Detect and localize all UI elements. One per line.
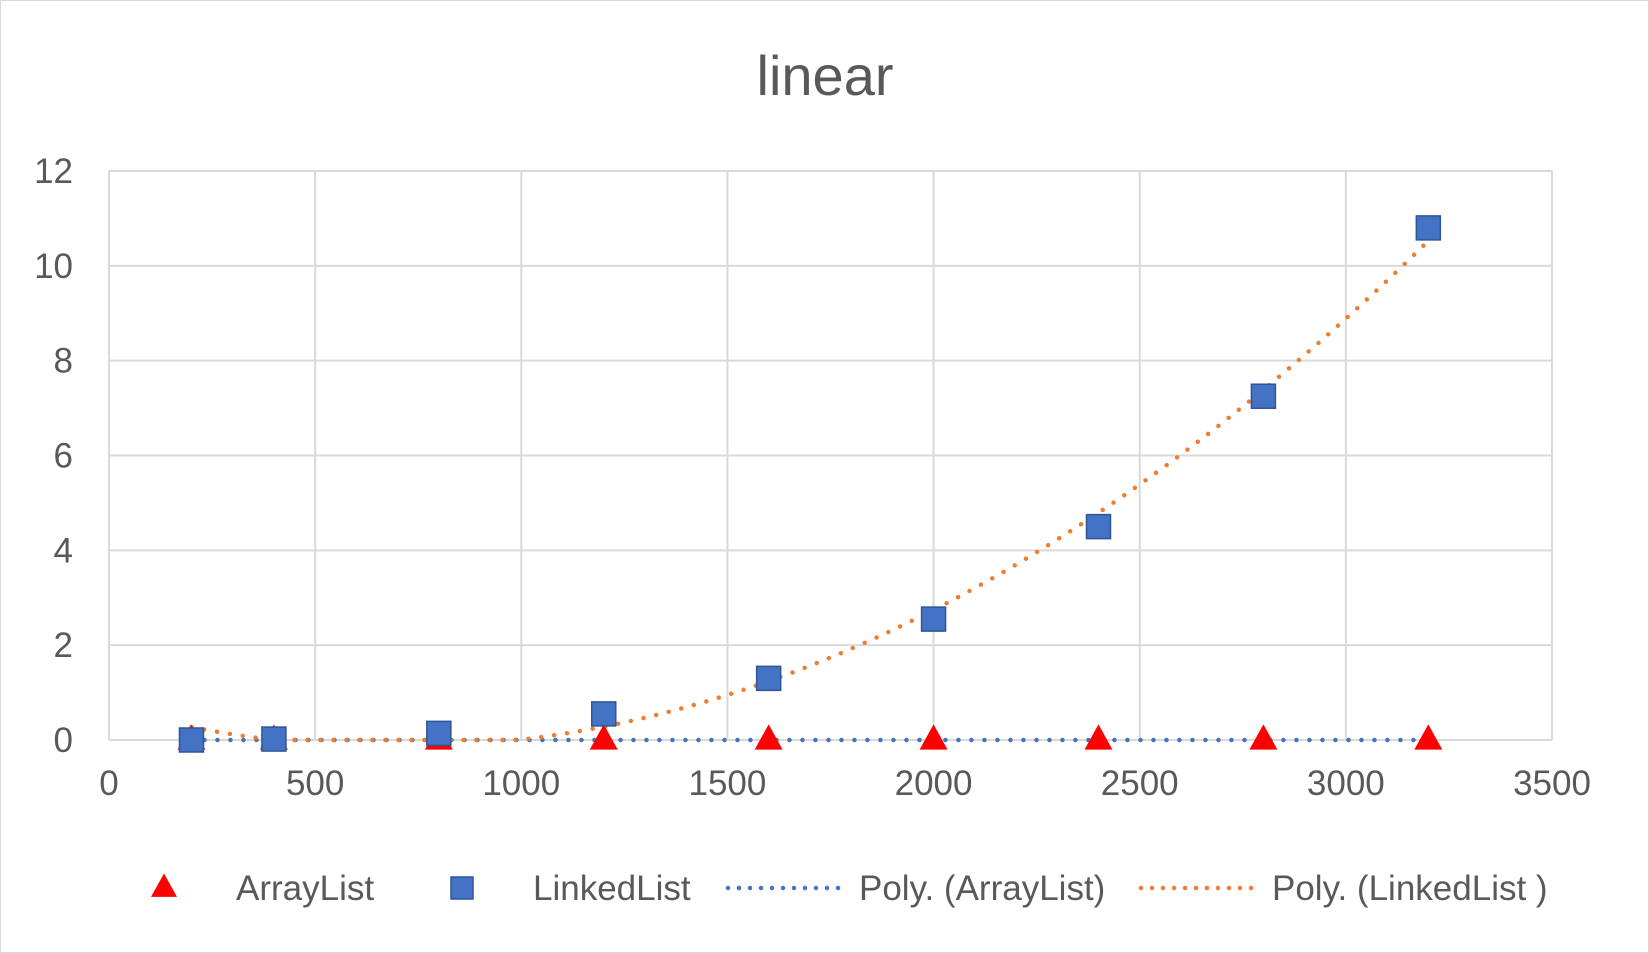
x-tick-label: 3000 (1307, 764, 1385, 803)
linkedlist-point (261, 726, 287, 752)
x-tick-label: 500 (286, 764, 344, 803)
x-tick-label: 1500 (688, 764, 766, 803)
y-tick-label: 0 (54, 721, 73, 760)
y-tick-label: 4 (54, 531, 73, 570)
linkedlist-point (1085, 513, 1112, 540)
y-tick-label: 2 (54, 626, 73, 665)
trendlines (189, 238, 1431, 743)
linkedlist-point (590, 701, 617, 727)
arraylist-point (919, 724, 948, 750)
axis-tick-labels: 0 2 4 6 8 10 12 0 500 1000 1500 2000 2500 3000 3500 (34, 152, 1591, 803)
legend-square-icon (450, 876, 474, 900)
linkedlist-point (755, 665, 782, 692)
legend-label: LinkedList (533, 869, 691, 908)
legend: ArrayList LinkedList Poly. (ArrayList) Poly… (151, 869, 1548, 908)
y-tick-label: 8 (54, 342, 73, 381)
legend-label: ArrayList (236, 869, 374, 908)
arraylist-point (589, 724, 618, 750)
linkedlist-point (1415, 215, 1442, 241)
arraylist-point (754, 724, 783, 750)
x-tick-label: 1000 (482, 764, 560, 803)
linkedlist-point (1250, 383, 1277, 409)
x-tick-label: 2500 (1101, 764, 1179, 803)
x-tick-label: 2000 (895, 764, 973, 803)
data-markers (177, 215, 1443, 753)
arraylist-point (1249, 724, 1278, 750)
linkedlist-point (920, 606, 947, 632)
legend-triangle-icon (151, 873, 177, 897)
legend-label: Poly. (ArrayList) (859, 869, 1105, 908)
y-tick-label: 12 (34, 152, 73, 191)
x-tick-label: 0 (99, 764, 118, 803)
gridlines (108, 170, 1553, 741)
legend-label: Poly. (LinkedList ) (1272, 869, 1548, 908)
chart-title: linear (757, 44, 894, 107)
y-tick-label: 10 (34, 247, 73, 286)
linkedlist-point (426, 720, 452, 747)
arraylist-point (1414, 724, 1443, 750)
arraylist-point (1084, 724, 1113, 750)
trendline-linkedlist (189, 238, 1431, 743)
y-tick-label: 6 (54, 437, 73, 476)
linkedlist-point (178, 727, 205, 753)
x-tick-label: 3500 (1513, 764, 1591, 803)
